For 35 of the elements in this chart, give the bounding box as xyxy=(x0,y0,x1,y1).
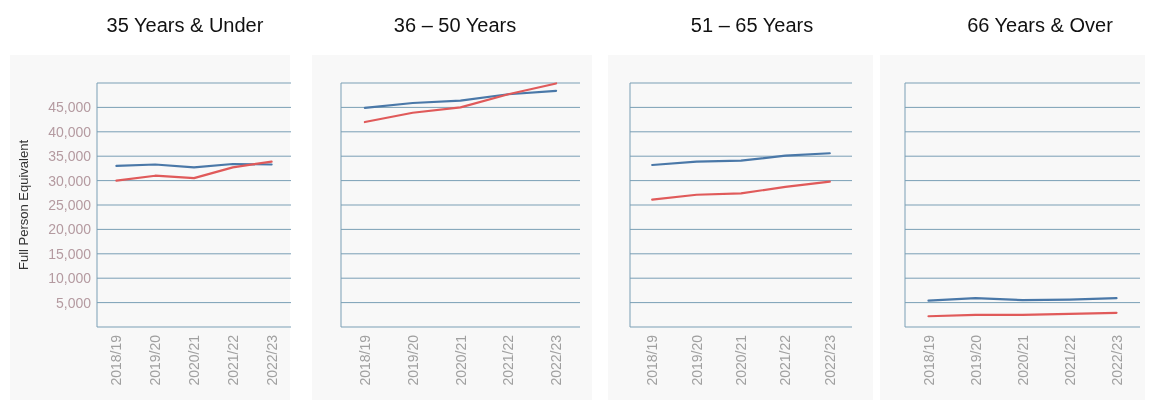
y-tick-label: 35,000 xyxy=(48,148,92,165)
y-axis-title: Full Person Equivalent xyxy=(16,139,31,271)
x-tick-label: 2020/21 xyxy=(733,334,749,386)
x-tick-label: 2022/23 xyxy=(821,334,838,386)
x-tick-label: 2022/23 xyxy=(1108,334,1125,386)
y-tick-label: 5,000 xyxy=(55,294,92,311)
x-tick-label: 2018/19 xyxy=(920,334,937,386)
chart-title: 66 Years & Over xyxy=(967,14,1114,36)
x-tick-label: 2021/22 xyxy=(224,334,241,386)
chart-title: 35 Years & Under xyxy=(106,14,264,36)
y-tick-label: 15,000 xyxy=(48,245,92,262)
y-tick-label: 10,000 xyxy=(48,270,92,287)
x-tick-label: 2019/20 xyxy=(404,334,421,386)
x-tick-label: 2022/23 xyxy=(548,334,565,386)
y-tick-label: 45,000 xyxy=(48,99,92,116)
y-tick-label: 40,000 xyxy=(48,123,92,140)
x-tick-label: 2021/22 xyxy=(500,334,517,386)
x-tick-label: 2019/20 xyxy=(147,334,164,386)
x-tick-label: 2018/19 xyxy=(108,334,125,386)
x-tick-label: 2020/21 xyxy=(186,334,202,386)
x-tick-label: 2020/21 xyxy=(1014,334,1031,386)
y-tick-label: 25,000 xyxy=(48,196,92,213)
x-tick-label: 2021/22 xyxy=(1061,334,1078,386)
x-tick-label: 2018/19 xyxy=(356,334,373,386)
x-tick-label: 2019/20 xyxy=(967,334,984,386)
x-tick-label: 2018/19 xyxy=(644,334,661,386)
y-tick-label: 30,000 xyxy=(48,172,92,189)
x-tick-label: 2019/20 xyxy=(688,334,705,386)
chart-title: 51 – 65 Years xyxy=(690,14,814,36)
x-tick-label: 2020/21 xyxy=(452,334,469,386)
x-tick-label: 2021/22 xyxy=(777,334,794,386)
x-tick-label: 2022/23 xyxy=(263,334,280,386)
chart-title: 36 – 50 Years xyxy=(393,14,517,36)
line-series xyxy=(115,160,273,182)
y-tick-label: 20,000 xyxy=(48,221,92,238)
